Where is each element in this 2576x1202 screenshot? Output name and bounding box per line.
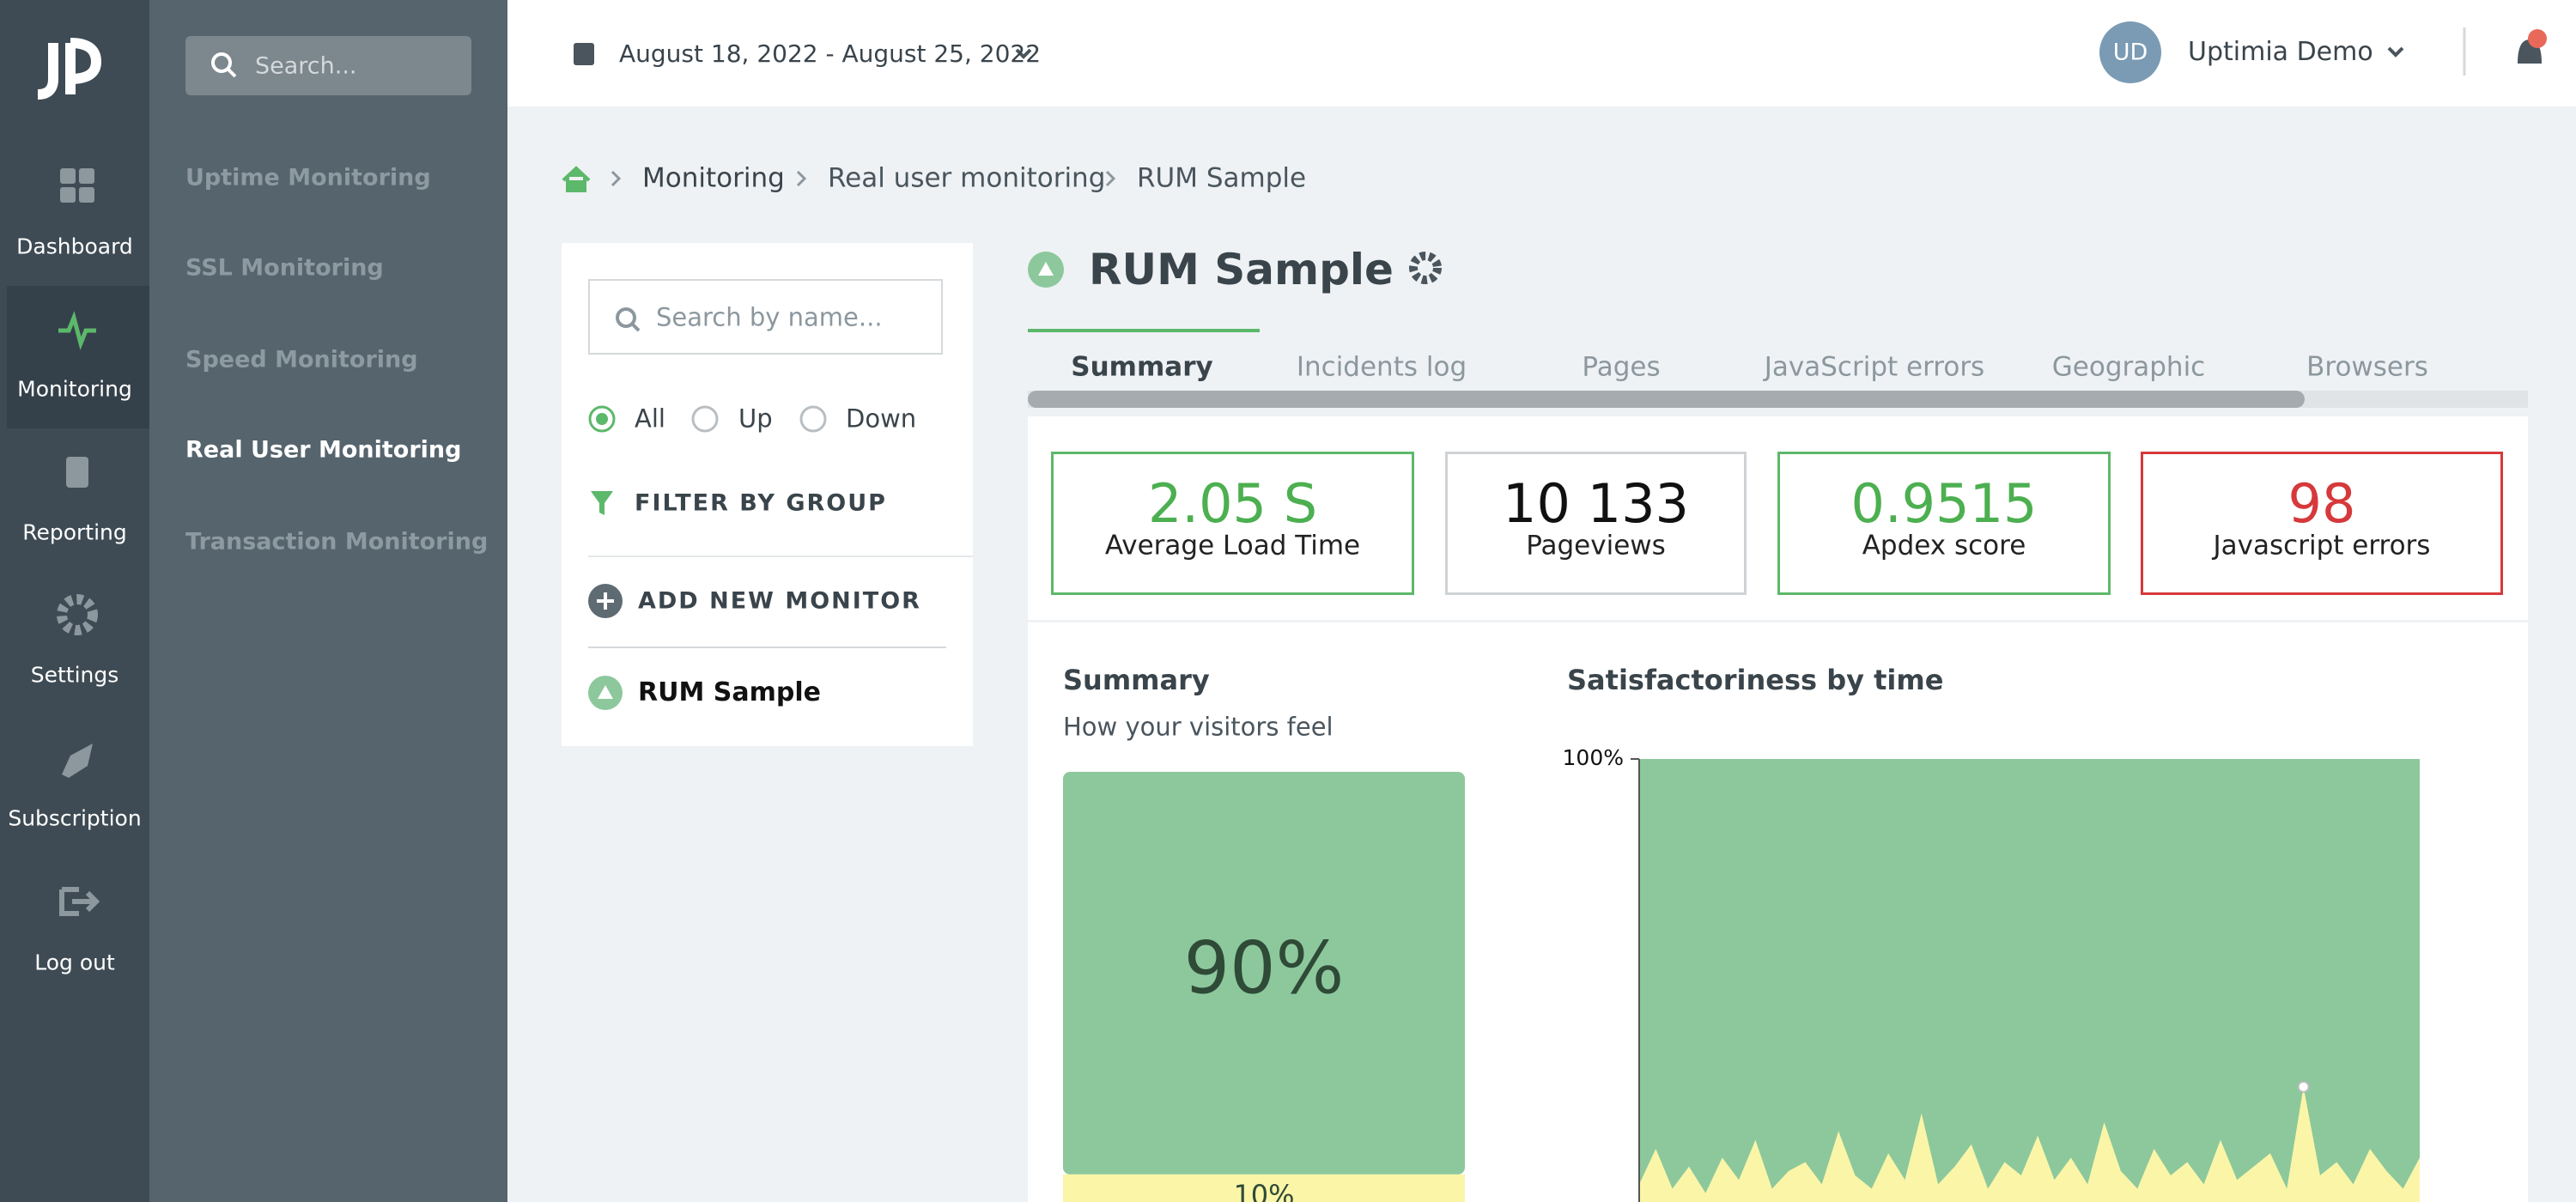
date-range[interactable]: August 18, 2022 - August 25, 2022	[619, 39, 1042, 68]
dropdown-icon[interactable]	[1015, 48, 1032, 59]
metric-label: Apdex score	[1862, 530, 2026, 562]
nav-item[interactable]: Log out	[34, 950, 115, 975]
nav-item[interactable]: Settings	[30, 662, 119, 688]
tab[interactable]: Incidents log	[1296, 351, 1467, 383]
divider	[588, 555, 973, 557]
calendar-icon	[574, 43, 594, 65]
summary-segment	[1063, 1174, 1465, 1202]
avatar[interactable]	[2099, 21, 2161, 83]
summary-label: 90%	[1184, 926, 1345, 1010]
tab[interactable]: JavaScript errors	[1764, 351, 1985, 383]
user-name[interactable]: Uptimia Demo	[2188, 37, 2373, 67]
avatar-text: UD	[2112, 39, 2148, 66]
metric-value: 98	[2287, 472, 2356, 535]
metric-card	[1051, 452, 1414, 595]
submenu	[149, 0, 507, 1202]
metric-label: Pageviews	[1526, 530, 1666, 562]
divider	[1028, 620, 2528, 622]
logo	[37, 38, 102, 100]
submenu-item[interactable]: Speed Monitoring	[185, 346, 418, 373]
status-up	[1038, 262, 1054, 276]
filter-option[interactable]: Down	[846, 404, 917, 434]
filter-option[interactable]: All	[635, 404, 665, 434]
chart-title: Satisfactoriness by time	[1567, 664, 1944, 696]
metric-value: 2.05 S	[1147, 472, 1318, 535]
add-icon	[597, 592, 614, 610]
search-icon	[630, 322, 641, 332]
search-icon	[616, 307, 636, 328]
area	[1639, 1086, 2420, 1202]
y-tick-label: 100%	[1563, 745, 1624, 770]
search-placeholder[interactable]: Search...	[255, 52, 357, 80]
breadcrumb: RUM Sample	[1137, 162, 1307, 194]
summary-label: 10%	[1233, 1179, 1294, 1202]
tab[interactable]: Pages	[1582, 351, 1661, 383]
page-title: RUM Sample	[1089, 245, 1394, 294]
breadcrumb[interactable]: Real user monitoring	[828, 162, 1106, 194]
radio-down[interactable]	[799, 405, 827, 433]
active-tab-line	[1028, 329, 1260, 332]
reporting-icon	[66, 457, 88, 488]
point-marker	[2297, 1080, 2310, 1093]
nav-item[interactable]: Dashboard	[16, 234, 133, 259]
submenu-item[interactable]: Transaction Monitoring	[185, 528, 489, 555]
monitor-item[interactable]: RUM Sample	[638, 677, 821, 707]
tab[interactable]: Summary	[1071, 351, 1213, 383]
status-up	[598, 685, 613, 699]
tab[interactable]: Geographic	[2051, 351, 2206, 383]
active-item	[7, 286, 149, 428]
metric-label: Average Load Time	[1104, 530, 1361, 562]
search-placeholder[interactable]: Search by name...	[656, 302, 883, 332]
metric-card	[1777, 452, 2111, 595]
monitoring-icon	[58, 311, 96, 350]
submenu-item[interactable]: Real User Monitoring	[185, 436, 462, 464]
filter-group[interactable]: FILTER BY GROUP	[635, 489, 887, 517]
search-box[interactable]	[185, 36, 471, 95]
home-icon[interactable]	[562, 166, 591, 192]
submenu-item[interactable]: SSL Monitoring	[185, 254, 384, 282]
nav-item[interactable]: Monitoring	[17, 376, 132, 402]
metric-value: 10 133	[1503, 472, 1689, 535]
breadcrumb-separators	[611, 170, 1116, 187]
dashboard-icon	[60, 168, 94, 203]
dropdown-icon[interactable]	[2387, 46, 2404, 58]
section-subtitle: How your visitors feel	[1063, 712, 1334, 742]
radio-all[interactable]	[588, 405, 616, 433]
nav-item[interactable]: Reporting	[22, 519, 127, 545]
subscription-icon	[62, 744, 93, 778]
nav-item[interactable]: Subscription	[8, 805, 142, 831]
notification-badge	[2528, 29, 2547, 48]
submenu-item[interactable]: Uptime Monitoring	[185, 164, 431, 191]
radio-dot	[596, 413, 608, 425]
divider	[588, 647, 946, 648]
logout-icon	[59, 887, 100, 916]
settings-icon	[57, 594, 98, 635]
scroll-thumb[interactable]	[1028, 391, 2305, 408]
metric-card	[1445, 452, 1747, 595]
name-search[interactable]	[588, 279, 943, 355]
add-monitor[interactable]: ADD NEW MONITOR	[638, 587, 921, 615]
section-title: Summary	[1063, 664, 1210, 696]
filter-option[interactable]: Up	[738, 404, 773, 434]
summary-segment	[1063, 772, 1465, 1175]
search-icon	[226, 67, 237, 78]
search-icon	[211, 52, 232, 73]
satisfied-area	[1639, 759, 2420, 1202]
breadcrumb[interactable]: Monitoring	[642, 162, 785, 194]
monitor-settings[interactable]	[1409, 252, 1442, 284]
top-bar	[507, 0, 2576, 106]
metric-value: 0.9515	[1850, 472, 2038, 535]
radio-up[interactable]	[691, 405, 719, 433]
filter-icon	[591, 491, 613, 515]
tab[interactable]: Browsers	[2306, 351, 2428, 383]
metric-label: Javascript errors	[2213, 530, 2431, 562]
metric-card	[2141, 452, 2503, 595]
